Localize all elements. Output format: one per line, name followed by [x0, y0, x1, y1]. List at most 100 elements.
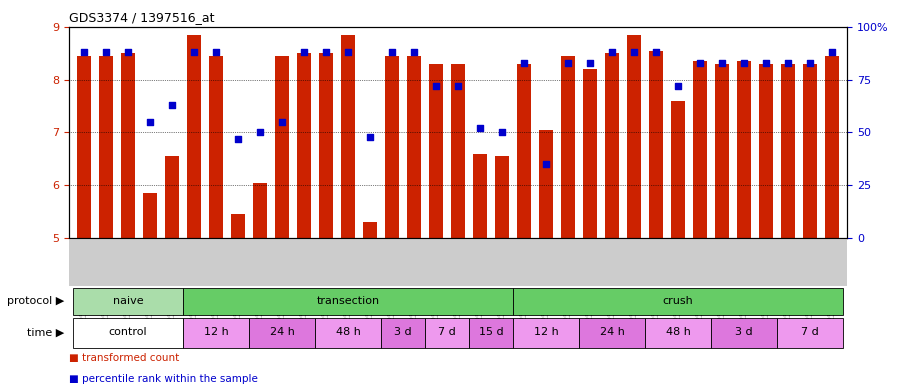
Bar: [715, 64, 728, 238]
Point: [77, 49, 92, 55]
Point: [758, 60, 773, 66]
Bar: [825, 56, 838, 238]
Point: [473, 125, 487, 131]
Point: [341, 49, 355, 55]
Text: 3 d: 3 d: [736, 328, 753, 338]
Bar: [320, 53, 333, 238]
Bar: [188, 35, 201, 238]
Bar: [166, 156, 179, 238]
Bar: [627, 35, 640, 238]
Bar: [298, 53, 311, 238]
Bar: [671, 101, 684, 238]
Text: time ▶: time ▶: [27, 328, 64, 338]
Bar: [381, 318, 425, 348]
Bar: [579, 318, 645, 348]
Bar: [315, 318, 381, 348]
Point: [802, 60, 817, 66]
Point: [275, 119, 289, 125]
Text: crush: crush: [662, 296, 693, 306]
Point: [143, 119, 158, 125]
Text: control: control: [109, 328, 147, 338]
Point: [517, 60, 531, 66]
Text: 3 d: 3 d: [394, 328, 412, 338]
Bar: [425, 318, 469, 348]
Text: naive: naive: [113, 296, 144, 306]
Point: [649, 49, 663, 55]
Bar: [562, 56, 574, 238]
Point: [824, 49, 839, 55]
Point: [692, 60, 707, 66]
Bar: [518, 64, 530, 238]
Bar: [232, 214, 245, 238]
Bar: [605, 53, 618, 238]
Bar: [100, 56, 113, 238]
Point: [539, 161, 553, 167]
Bar: [254, 183, 267, 238]
Text: 12 h: 12 h: [203, 328, 228, 338]
Bar: [513, 288, 843, 315]
Point: [451, 83, 465, 89]
Bar: [759, 64, 772, 238]
Point: [253, 129, 267, 136]
Bar: [122, 53, 135, 238]
Bar: [249, 318, 315, 348]
Point: [429, 83, 443, 89]
Bar: [430, 64, 442, 238]
Bar: [342, 35, 354, 238]
Bar: [386, 56, 398, 238]
Bar: [73, 288, 183, 315]
Point: [165, 102, 180, 108]
Point: [209, 49, 224, 55]
Text: 7 d: 7 d: [438, 328, 456, 338]
Text: 7 d: 7 d: [801, 328, 819, 338]
Bar: [496, 156, 508, 238]
Point: [583, 60, 597, 66]
Point: [363, 134, 377, 140]
Bar: [711, 318, 777, 348]
Point: [671, 83, 685, 89]
Bar: [78, 56, 91, 238]
Point: [319, 49, 333, 55]
Point: [297, 49, 311, 55]
Bar: [693, 61, 706, 238]
Bar: [540, 130, 552, 238]
Point: [99, 49, 114, 55]
Bar: [144, 193, 157, 238]
Point: [561, 60, 575, 66]
Point: [495, 129, 509, 136]
Point: [231, 136, 245, 142]
Bar: [583, 69, 596, 238]
Point: [714, 60, 729, 66]
Point: [780, 60, 795, 66]
Bar: [469, 318, 513, 348]
Point: [187, 49, 202, 55]
Point: [385, 49, 399, 55]
Text: transection: transection: [316, 296, 379, 306]
Bar: [452, 64, 464, 238]
Bar: [781, 64, 794, 238]
Bar: [645, 318, 711, 348]
Text: 48 h: 48 h: [666, 328, 691, 338]
Text: 24 h: 24 h: [269, 328, 294, 338]
Text: 12 h: 12 h: [534, 328, 559, 338]
Bar: [777, 318, 843, 348]
Text: ■ transformed count: ■ transformed count: [69, 353, 179, 363]
Bar: [737, 61, 750, 238]
Bar: [408, 56, 420, 238]
Bar: [649, 51, 662, 238]
Text: 15 d: 15 d: [479, 328, 503, 338]
Text: protocol ▶: protocol ▶: [6, 296, 64, 306]
Bar: [210, 56, 223, 238]
Bar: [803, 64, 816, 238]
Point: [407, 49, 421, 55]
Bar: [73, 318, 183, 348]
Bar: [513, 318, 579, 348]
Bar: [474, 154, 486, 238]
Point: [627, 49, 641, 55]
Point: [605, 49, 619, 55]
Text: ■ percentile rank within the sample: ■ percentile rank within the sample: [69, 374, 257, 384]
Bar: [364, 222, 376, 238]
Point: [736, 60, 751, 66]
Bar: [183, 318, 249, 348]
Text: 48 h: 48 h: [335, 328, 361, 338]
